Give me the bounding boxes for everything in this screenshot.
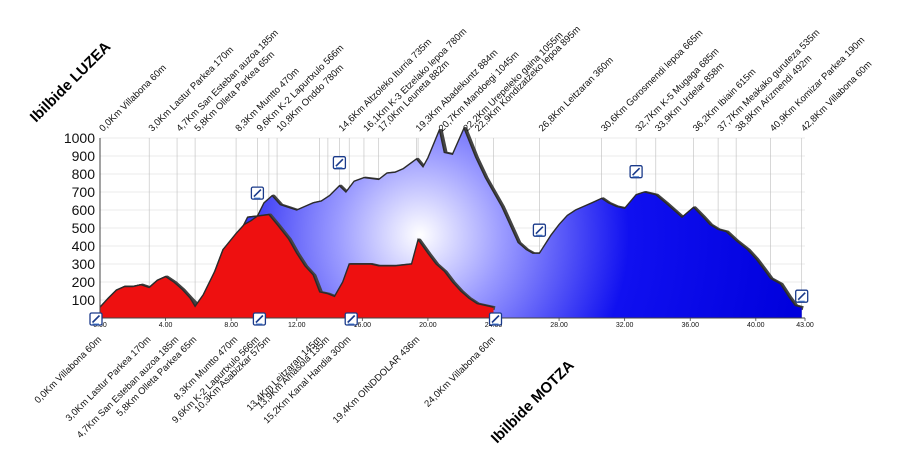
- y-tick-label: 800: [72, 166, 96, 182]
- checkpoint-icon-pencil: [797, 292, 806, 301]
- checkpoint-icon-pencil: [535, 226, 544, 235]
- checkpoint-icon-pencil: [335, 158, 344, 167]
- long-route-checkpoint-icon: [250, 186, 265, 200]
- checkpoint-icon-pencil: [255, 314, 264, 324]
- y-tick-label: 400: [72, 238, 96, 254]
- y-tick-label: 200: [72, 274, 96, 290]
- y-tick-label: 700: [72, 184, 96, 200]
- short-route-checkpoint-icon: [252, 312, 267, 326]
- checkpoint-icon-pencil: [253, 189, 262, 198]
- long-route-checkpoint-icon: [332, 156, 347, 170]
- long-route-checkpoint-icon: [89, 312, 103, 326]
- x-tick-label: 8.00: [224, 322, 238, 329]
- x-tick-label: 36.00: [681, 322, 699, 329]
- long-route-checkpoint-icon: [629, 165, 643, 179]
- checkpoint-icon-pencil: [491, 314, 500, 324]
- y-tick-label: 600: [72, 202, 96, 218]
- x-tick-label: 40.00: [747, 322, 765, 329]
- bottom-waypoint-label: 24,0Km Villabona 60m: [422, 334, 497, 409]
- y-tick-label: 100: [72, 292, 96, 308]
- short-route-checkpoint-icon: [488, 312, 503, 326]
- short-route-checkpoint-icon: [344, 312, 358, 326]
- checkpoint-icon-pencil: [632, 167, 641, 176]
- x-tick-label: 20.00: [419, 322, 437, 329]
- x-tick-label: 16.00: [354, 322, 372, 329]
- y-tick-label: 1000: [64, 130, 95, 146]
- x-tick-label: 12.00: [288, 322, 306, 329]
- y-tick-label: 900: [72, 148, 96, 164]
- x-tick-label: 32.00: [616, 322, 634, 329]
- route-title-long: Ibilbide LUZEA: [27, 38, 115, 126]
- x-tick-label: 4.00: [159, 322, 173, 329]
- chart-areas: [99, 126, 804, 318]
- long-route-checkpoint-icon: [532, 223, 547, 237]
- x-tick-label: 43.00: [796, 322, 814, 329]
- long-route-checkpoint-icon: [795, 289, 809, 303]
- y-tick-label: 300: [72, 256, 96, 272]
- chart-tick-labels: 10020030040050060070080090010000.004.008…: [64, 130, 814, 329]
- x-tick-label: 28.00: [550, 322, 568, 329]
- waypoint-markers: [89, 156, 809, 326]
- short-route-area-outline: [99, 213, 494, 308]
- route-title-short: Ibilbide MOTZA: [488, 357, 578, 447]
- y-tick-label: 500: [72, 220, 96, 236]
- checkpoint-icon-pencil: [347, 314, 356, 324]
- short-route-area: [100, 214, 494, 318]
- checkpoint-icon-pencil: [91, 314, 101, 324]
